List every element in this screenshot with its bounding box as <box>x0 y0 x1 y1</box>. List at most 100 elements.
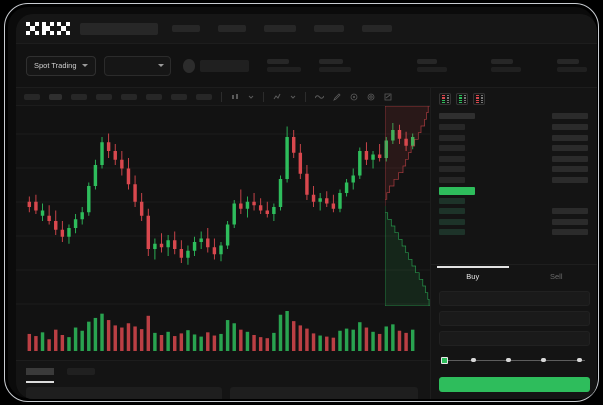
orderbook[interactable] <box>431 110 597 265</box>
orderbook-row-ask[interactable] <box>431 175 597 186</box>
price-field[interactable] <box>439 291 590 306</box>
timeframe-6[interactable] <box>146 93 162 100</box>
orderbook-view-both-icon[interactable] <box>439 93 451 105</box>
orderbook-price-cell <box>439 229 465 235</box>
tab-open-orders[interactable] <box>26 368 54 375</box>
timeframe-4[interactable] <box>96 93 112 100</box>
orderbook-price-cell <box>439 208 465 214</box>
percent-slider-handle[interactable] <box>441 356 448 364</box>
orderbook-row-ask[interactable] <box>431 164 597 175</box>
market-stat-4-label <box>491 59 513 64</box>
tab-buy[interactable]: Buy <box>431 266 515 286</box>
orderbook-price-cell <box>439 197 465 204</box>
total-field[interactable] <box>439 331 590 346</box>
orderbook-price-cell <box>439 166 465 172</box>
orderbook-row-bid[interactable] <box>431 227 597 238</box>
orders-card-right <box>230 387 418 399</box>
magnet-icon[interactable] <box>350 93 358 101</box>
nav-item-4[interactable] <box>314 25 344 32</box>
orderbook-amount-cell <box>552 124 588 130</box>
orderbook-view-asks-icon[interactable] <box>473 93 485 105</box>
timeframe-5[interactable] <box>121 93 137 100</box>
orderbook-row-ask[interactable] <box>431 143 597 154</box>
orderbook-amount-cell <box>552 145 588 151</box>
percent-slider[interactable] <box>441 356 588 366</box>
orderbook-header-row <box>431 110 597 122</box>
market-stat-1-value <box>267 67 301 72</box>
search-input[interactable] <box>80 22 158 35</box>
timeframe-1[interactable] <box>24 93 40 100</box>
nav-item-2[interactable] <box>218 25 246 32</box>
nav-item-5[interactable] <box>362 25 392 32</box>
orderbook-amount-cell <box>552 176 588 183</box>
timeframe-2[interactable] <box>49 93 62 100</box>
orderbook-row-bid[interactable] <box>431 206 597 217</box>
pencil-icon[interactable] <box>333 92 341 101</box>
toolbar-divider <box>221 91 222 102</box>
orders-panel <box>16 360 430 399</box>
line-tool-icon[interactable] <box>315 94 324 100</box>
orderbook-row-ask[interactable] <box>431 122 597 133</box>
market-stat-5-label <box>557 59 579 64</box>
orders-content <box>26 387 418 399</box>
trading-mode-select[interactable]: Spot Trading <box>26 55 96 76</box>
pair-select[interactable] <box>103 55 171 76</box>
orderbook-price-cell <box>439 155 465 162</box>
device-bezel: Spot Trading <box>4 3 599 402</box>
market-stat-4-value <box>491 67 521 72</box>
logo-letter-k-icon <box>41 22 55 35</box>
market-stat-1 <box>267 59 301 72</box>
orderbook-view-icons <box>431 88 597 109</box>
chevron-down-icon <box>81 64 88 67</box>
percent-stop-75[interactable] <box>541 357 546 362</box>
okx-logo[interactable] <box>26 22 70 35</box>
percent-stop-100[interactable] <box>577 357 582 362</box>
depth-chart-overlay <box>385 106 430 306</box>
orderbook-amount-cell <box>552 166 588 172</box>
indicators-icon[interactable] <box>273 93 281 101</box>
toolbar-divider <box>263 91 264 102</box>
percent-stop-50[interactable] <box>506 357 511 362</box>
amount-field[interactable] <box>439 311 590 326</box>
price-chart[interactable] <box>16 106 430 360</box>
percent-slider-track <box>444 360 585 361</box>
settings-icon[interactable] <box>367 93 375 101</box>
nav-item-1[interactable] <box>172 25 200 32</box>
market-stat-3-value <box>417 67 447 72</box>
right-sidebar: Buy Sell <box>430 88 597 399</box>
chevron-down-icon <box>157 64 164 67</box>
market-stat-2-label <box>319 59 343 64</box>
buy-submit-button[interactable] <box>439 377 590 392</box>
toolbar-divider <box>305 91 306 102</box>
buy-sell-tabs: Buy Sell <box>431 266 597 286</box>
orderbook-last-price-row[interactable] <box>431 185 597 196</box>
orderbook-price-cell <box>439 187 475 195</box>
timeframe-8[interactable] <box>196 93 212 100</box>
tab-sell[interactable]: Sell <box>549 271 563 281</box>
timeframe-3[interactable] <box>71 93 87 100</box>
orderbook-row-ask[interactable] <box>431 133 597 144</box>
chevron-down-icon[interactable] <box>248 94 254 100</box>
fullscreen-icon[interactable] <box>384 93 392 101</box>
orderbook-view-bids-icon[interactable] <box>456 93 468 105</box>
candlestick-chart-icon[interactable] <box>231 93 239 101</box>
chart-toolbar <box>16 88 430 106</box>
chevron-down-icon[interactable] <box>290 94 296 100</box>
orderbook-row-bid[interactable] <box>431 196 597 207</box>
market-stat-5-value <box>557 67 587 72</box>
percent-stop-25[interactable] <box>471 357 476 362</box>
logo-letter-o-icon <box>26 22 39 35</box>
last-price <box>200 59 249 72</box>
timeframe-7[interactable] <box>171 93 187 100</box>
orderbook-row-ask[interactable] <box>431 154 597 165</box>
nav-item-3[interactable] <box>264 25 296 32</box>
market-stat-1-label <box>267 59 289 64</box>
tab-order-history[interactable] <box>67 368 95 375</box>
market-stat-5 <box>557 59 587 72</box>
orderbook-row-bid[interactable] <box>431 217 597 228</box>
orderbook-amount-cell <box>552 229 588 235</box>
orderbook-amount-cell <box>552 208 588 214</box>
logo-letter-x-icon <box>57 22 70 35</box>
header-bar <box>16 14 597 44</box>
